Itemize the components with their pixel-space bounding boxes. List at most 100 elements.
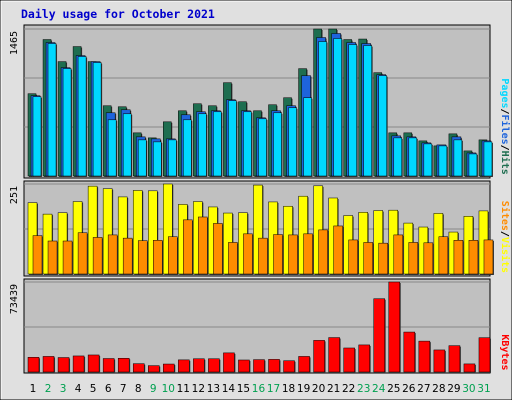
day-label: 10 — [162, 383, 175, 395]
bar-sites-day-27 — [423, 242, 434, 275]
bar-sites-day-17 — [273, 234, 283, 275]
legend-item-pages: Pages — [499, 78, 510, 108]
bar-visits-day-16 — [253, 184, 263, 275]
day-label: 25 — [387, 383, 400, 395]
legend-separator: / — [499, 145, 510, 151]
bar-visits-day-5 — [87, 185, 98, 275]
day-label: 16 — [252, 383, 266, 395]
legend: KBytes — [499, 334, 510, 370]
day-labels: 1 2 3 4 5 6 7 8 9 10 11 12 13 14 15 16 17 18 19 20 21 22 23 24 2… — [30, 383, 491, 395]
day-label: 6 — [105, 383, 112, 395]
bar-kbytes-day-23 — [358, 344, 370, 373]
day-label: 31 — [477, 383, 490, 395]
y-max-label: 251 — [9, 186, 20, 204]
bar-pages-day-16 — [258, 118, 267, 177]
bar-kbytes-day-29 — [448, 345, 461, 373]
bar-pages-day-15 — [243, 111, 252, 177]
bar-kbytes-day-2 — [42, 356, 55, 373]
legend-item-visits: Visits — [499, 237, 511, 273]
day-label: 7 — [120, 383, 127, 395]
bar-sites-day-9 — [153, 240, 163, 275]
bar-sites-day-29 — [453, 240, 464, 275]
bar-sites-day-18 — [288, 234, 298, 275]
bar-pages-day-9 — [153, 141, 162, 177]
bar-sites-day-23 — [363, 242, 373, 275]
bar-kbytes-day-25 — [388, 281, 401, 373]
panel-2: 251 Sites/Visits — [9, 180, 511, 277]
bar-visits-day-10 — [163, 183, 173, 275]
bar-kbytes-day-21 — [328, 337, 340, 373]
bar-sites-day-20 — [318, 229, 328, 275]
bar-sites-day-22 — [348, 239, 358, 275]
bar-kbytes-day-20 — [313, 340, 325, 373]
panels: 1465Pages/Files/Hits251Sites/Visits73439… — [9, 24, 511, 374]
day-label: 8 — [135, 383, 142, 395]
legend: Sites/Visits — [499, 201, 511, 273]
day-label: 23 — [357, 383, 370, 395]
bar-sites-day-12 — [198, 216, 208, 275]
bar-pages-day-21 — [333, 38, 342, 177]
bar-pages-day-10 — [168, 139, 177, 177]
bar-pages-day-30 — [468, 153, 478, 177]
legend-separator: / — [499, 231, 510, 237]
bar-kbytes-day-28 — [433, 349, 446, 373]
bar-pages-day-27 — [423, 143, 433, 177]
bar-kbytes-day-14 — [223, 352, 235, 373]
bar-kbytes-day-10 — [163, 363, 175, 373]
y-max-label: 73439 — [9, 284, 20, 314]
day-label: 4 — [75, 383, 82, 395]
bar-pages-day-11 — [183, 119, 192, 177]
day-label: 13 — [207, 383, 220, 395]
day-label: 30 — [462, 383, 475, 395]
y-max-label: 1465 — [9, 31, 20, 55]
bar-pages-day-17 — [273, 112, 282, 177]
day-label: 20 — [312, 383, 325, 395]
bar-sites-day-24 — [378, 242, 388, 275]
bar-kbytes-day-5 — [87, 354, 100, 373]
bar-sites-day-6 — [107, 234, 118, 275]
bar-pages-day-3 — [62, 68, 72, 177]
bar-visits-day-24 — [373, 210, 383, 275]
bar-pages-day-12 — [198, 113, 207, 177]
bar-sites-day-1 — [32, 235, 43, 275]
bar-pages-day-29 — [453, 139, 463, 177]
bar-kbytes-day-12 — [193, 358, 205, 373]
bar-sites-day-7 — [122, 237, 133, 275]
bar-kbytes-day-15 — [238, 359, 250, 373]
day-label: 2 — [45, 383, 52, 395]
bar-sites-day-25 — [393, 234, 404, 275]
bar-pages-day-6 — [107, 119, 117, 177]
bar-visits-day-7 — [117, 196, 128, 275]
bar-visits-day-6 — [102, 188, 113, 275]
bar-pages-day-18 — [288, 107, 297, 177]
bar-sites-day-2 — [47, 240, 58, 275]
bar-kbytes-day-22 — [343, 347, 355, 373]
bar-kbytes-day-31 — [478, 337, 491, 373]
day-label: 29 — [447, 383, 460, 395]
day-label: 21 — [327, 383, 340, 395]
bar-sites-day-5 — [92, 237, 103, 275]
bar-pages-day-13 — [213, 111, 222, 177]
bar-sites-day-21 — [333, 225, 343, 275]
day-label: 27 — [417, 383, 430, 395]
bar-sites-day-19 — [303, 233, 313, 275]
day-label: 9 — [150, 383, 157, 395]
bar-sites-day-8 — [137, 240, 148, 275]
bar-sites-day-10 — [168, 236, 178, 275]
bar-kbytes-day-11 — [178, 359, 190, 373]
chart-title: Daily usage for October 2021 — [21, 7, 215, 21]
bar-kbytes-day-19 — [298, 356, 310, 373]
bar-pages-day-31 — [483, 141, 493, 177]
day-label: 24 — [372, 383, 386, 395]
day-label: 26 — [402, 383, 416, 395]
day-label: 28 — [432, 383, 445, 395]
bar-kbytes-day-13 — [208, 358, 220, 373]
bar-kbytes-day-16 — [253, 359, 265, 373]
bar-kbytes-day-27 — [418, 340, 431, 373]
bar-kbytes-day-6 — [102, 358, 115, 373]
bar-sites-day-11 — [183, 219, 193, 275]
bar-sites-day-14 — [228, 242, 238, 275]
bar-sites-day-3 — [62, 240, 73, 275]
bar-kbytes-day-8 — [132, 363, 145, 373]
